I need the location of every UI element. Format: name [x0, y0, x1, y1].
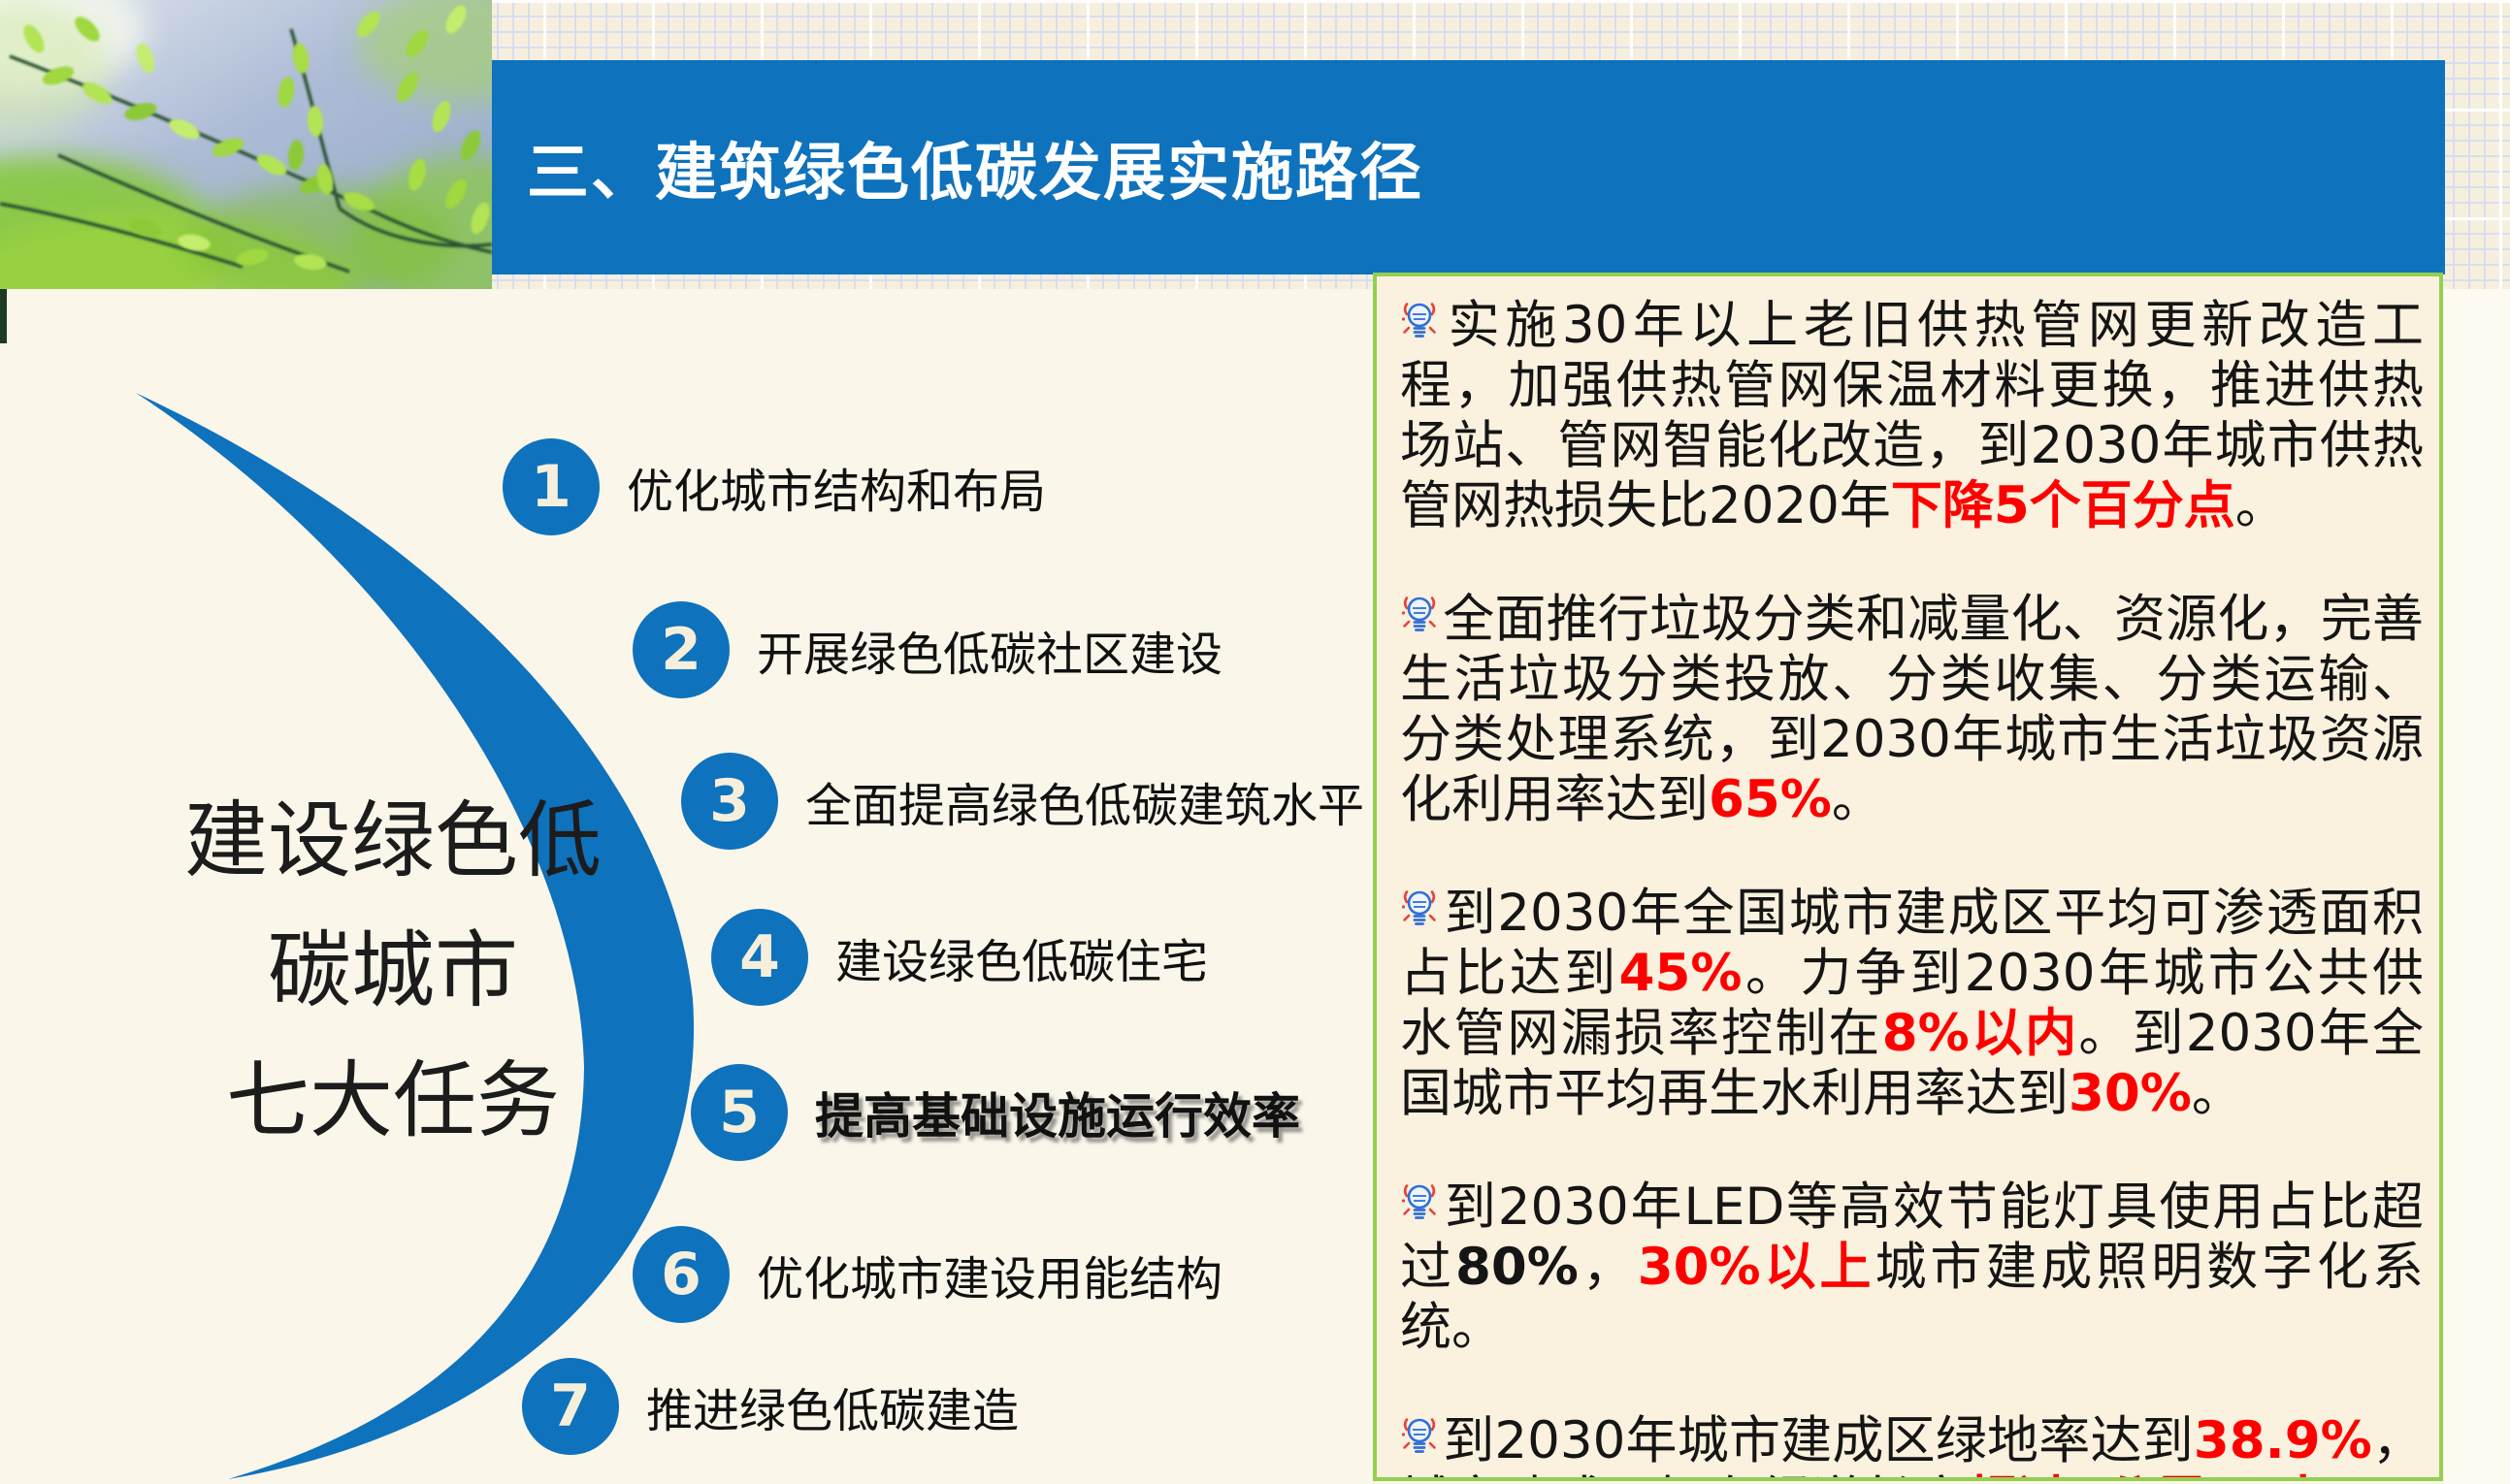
lightbulb-icon: [1401, 597, 1436, 631]
task-label: 优化城市结构和布局: [627, 465, 1047, 519]
detail-panel: 实施30年以上老旧供热管网更新改造工程，加强供热管网保温材料更换，推进供热场站、…: [1373, 273, 2443, 1481]
panel-paragraph: 到2030年LED等高效节能灯具使用占比超过80%，30%以上城市建成照明数字化…: [1400, 1178, 2424, 1358]
text-segment: 65%: [1709, 770, 1832, 829]
header-bar: 三、建筑绿色低碳发展实施路径: [492, 60, 2445, 274]
text-segment: 到2030年LED等高效节能灯具使用占比超过: [1400, 1178, 2424, 1297]
text-segment: 到2030年城市建成区绿地率达到: [1443, 1411, 2194, 1470]
panel-paragraph: 全面推行垃圾分类和减量化、资源化，完善生活垃圾分类投放、分类收集、分类运输、分类…: [1400, 590, 2424, 830]
center-headline: 建设绿色低 碳城市 七大任务: [116, 776, 669, 1166]
left-edge-sliver: [0, 289, 7, 343]
lightbulb-icon: [1401, 890, 1436, 925]
task-label: 建设绿色低碳住宅: [835, 935, 1209, 989]
text-segment: 全面推行垃圾分类和减量化、资源化，完善生活垃圾分类投放、分类收集、分类运输、分类…: [1400, 590, 2424, 829]
task-number: 3: [709, 767, 750, 835]
text-segment: 45%: [1618, 944, 1743, 1003]
task-label: 全面提高绿色低碳建筑水平: [805, 779, 1365, 833]
task-number-badge: 7: [522, 1358, 619, 1455]
text-segment: 38.9%: [2193, 1411, 2372, 1470]
panel-paragraph: 到2030年城市建成区绿地率达到38.9%，城市建成区拥有绿道长度超过1公里/万…: [1400, 1411, 2424, 1477]
green-leaves-photo: [0, 0, 492, 289]
text-segment: 。: [2191, 1064, 2243, 1123]
text-segment: 。: [2329, 1471, 2380, 1477]
panel-paragraph: 到2030年全国城市建成区平均可渗透面积占比达到45%。力争到2030年城市公共…: [1400, 884, 2424, 1124]
text-segment: 实施30年以上老旧供热管网更新改造工程，加强供热管网保温材料更换，推进供热场站、…: [1400, 296, 2424, 535]
text-segment: ，: [1578, 1238, 1638, 1297]
task-item-2: 2 开展绿色低碳社区建设: [633, 601, 1222, 698]
text-segment: 。: [1831, 770, 1883, 829]
text-segment: 8%以内: [1881, 1004, 2079, 1063]
page-title: 三、建筑绿色低碳发展实施路径: [527, 137, 1423, 210]
text-segment: 超过1公里/万人: [1966, 1471, 2329, 1477]
text-segment: 下降5个百分点: [1890, 476, 2235, 535]
text-segment: 80%: [1454, 1238, 1579, 1297]
task-item-6: 6 优化城市建设用能结构: [633, 1226, 1222, 1323]
task-label: 提高基础设施运行效率: [815, 1088, 1300, 1145]
text-segment: 。到2030年全国城市平均再生水利用率达到: [1400, 1004, 2425, 1123]
crescent-arc-graphic: [136, 393, 695, 1479]
task-item-3: 3 全面提高绿色低碳建筑水平: [681, 753, 1364, 850]
text-segment: ，城市建成区拥有绿道长度: [1400, 1411, 2424, 1477]
text-segment: 。力争到2030年城市公共供水管网漏损率控制在: [1400, 944, 2424, 1063]
task-number-badge: 3: [681, 753, 778, 850]
lightbulb-icon: [1401, 1184, 1436, 1219]
task-number-badge: 4: [711, 909, 808, 1006]
text-segment: 30%: [2069, 1064, 2192, 1123]
task-item-1: 1 优化城市结构和布局: [503, 438, 1046, 535]
panel-paragraph: 实施30年以上老旧供热管网更新改造工程，加强供热管网保温材料更换，推进供热场站、…: [1400, 296, 2424, 536]
task-number: 6: [661, 1241, 701, 1308]
task-item-4: 4 建设绿色低碳住宅: [711, 909, 1208, 1006]
lightbulb-icon: [1401, 1418, 1436, 1453]
task-number: 1: [531, 453, 571, 521]
text-segment: 30%以上: [1637, 1238, 1875, 1297]
text-segment: 城市建成照明数字化系统。: [1400, 1238, 2425, 1357]
task-label: 推进绿色低碳建造: [646, 1384, 1020, 1438]
center-headline-line: 碳城市: [268, 922, 518, 1019]
task-number: 2: [661, 616, 701, 684]
lightbulb-icon: [1401, 303, 1436, 338]
task-item-5: 5 提高基础设施运行效率: [691, 1064, 1300, 1161]
text-segment: 到2030年全国城市建成区平均可渗透面积占比达到: [1400, 884, 2424, 1003]
task-number: 4: [739, 923, 780, 991]
task-number-badge: 1: [503, 438, 600, 535]
task-label: 开展绿色低碳社区建设: [757, 628, 1223, 682]
right-margin-strip: [2445, 289, 2510, 1484]
task-item-7: 7 推进绿色低碳建造: [522, 1358, 1019, 1455]
task-number-badge: 5: [691, 1064, 788, 1161]
center-headline-line: 七大任务: [226, 1052, 560, 1149]
task-number: 7: [550, 1372, 591, 1440]
task-number: 5: [719, 1079, 760, 1146]
task-number-badge: 6: [633, 1226, 730, 1323]
text-segment: 。: [2234, 476, 2287, 535]
center-headline-line: 建设绿色低: [184, 792, 602, 889]
task-number-badge: 2: [633, 601, 730, 698]
task-label: 优化城市建设用能结构: [757, 1252, 1223, 1307]
